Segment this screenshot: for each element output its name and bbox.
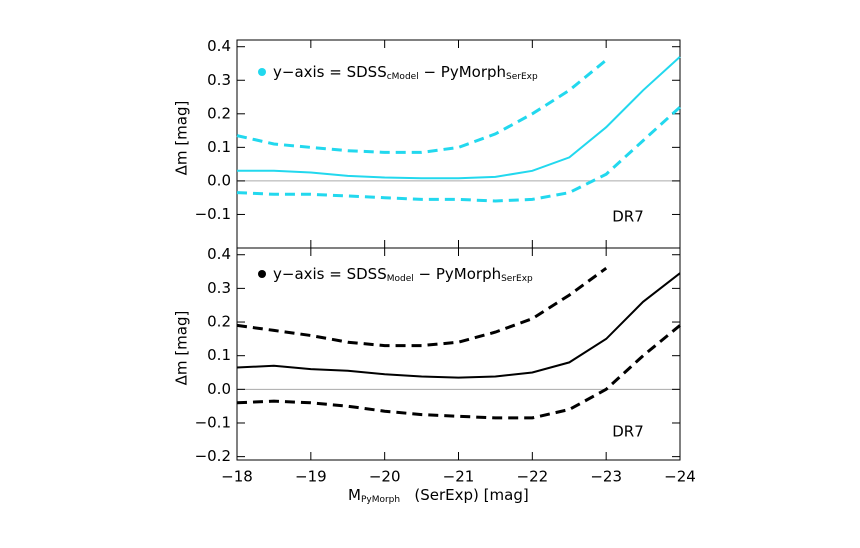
annotation: DR7: [612, 423, 644, 441]
x-axis-label-part: M: [348, 486, 361, 504]
series-line: [236, 324, 681, 420]
y-tick-label: 0.0: [207, 380, 231, 398]
legend-marker: [258, 270, 266, 278]
y-axis-label: Δm [mag]: [173, 311, 191, 386]
legend-text-part: − PyMorph: [419, 63, 506, 81]
x-axis-label-part: (SerExp) [mag]: [400, 486, 529, 504]
legend-marker: [258, 68, 266, 76]
y-tick-label: 0.2: [207, 313, 231, 331]
legend-text-part: y−axis = SDSS: [273, 265, 387, 283]
series-line: [236, 58, 608, 154]
y-tick-label: 0.1: [207, 346, 231, 364]
legend-text-part: y−axis = SDSS: [273, 63, 387, 81]
series-line: [237, 56, 681, 180]
y-tick-label: 0.4: [207, 37, 231, 55]
y-tick-label: 0.1: [207, 138, 231, 156]
y-tick-label: 0.4: [207, 245, 231, 263]
y-tick-label: 0.2: [207, 104, 231, 122]
x-tick-label: −22: [517, 468, 549, 486]
x-tick-label: −20: [369, 468, 401, 486]
y-tick-label: 0.0: [207, 171, 231, 189]
x-tick-label: −18: [221, 468, 253, 486]
x-tick-label: −24: [664, 468, 696, 486]
x-tick-label: −19: [295, 468, 327, 486]
y-axis-label: Δm [mag]: [173, 101, 191, 176]
y-tick-label: −0.1: [195, 413, 231, 431]
legend-text-part: − PyMorph: [414, 265, 501, 283]
y-tick-label: −0.1: [195, 205, 231, 223]
y-tick-label: −0.2: [195, 447, 231, 465]
legend-text-part: cModel: [387, 72, 419, 82]
annotation: DR7: [612, 208, 644, 226]
legend-text: y−axis = SDSSModel − PyMorphSerExp: [273, 265, 533, 284]
x-tick-label: −21: [443, 468, 475, 486]
legend-text-part: Model: [387, 274, 414, 284]
legend-text-part: SerExp: [506, 72, 538, 82]
y-tick-label: 0.3: [207, 279, 231, 297]
x-axis-label: MPyMorph (SerExp) [mag]: [348, 486, 529, 505]
legend-text-part: SerExp: [501, 274, 533, 284]
x-tick-label: −23: [590, 468, 622, 486]
legend-text: y−axis = SDSScModel − PyMorphSerExp: [273, 63, 538, 82]
series-line: [236, 272, 681, 379]
series-line: [236, 105, 682, 203]
y-tick-label: 0.3: [207, 71, 231, 89]
x-axis-label-part: PyMorph: [361, 495, 400, 505]
